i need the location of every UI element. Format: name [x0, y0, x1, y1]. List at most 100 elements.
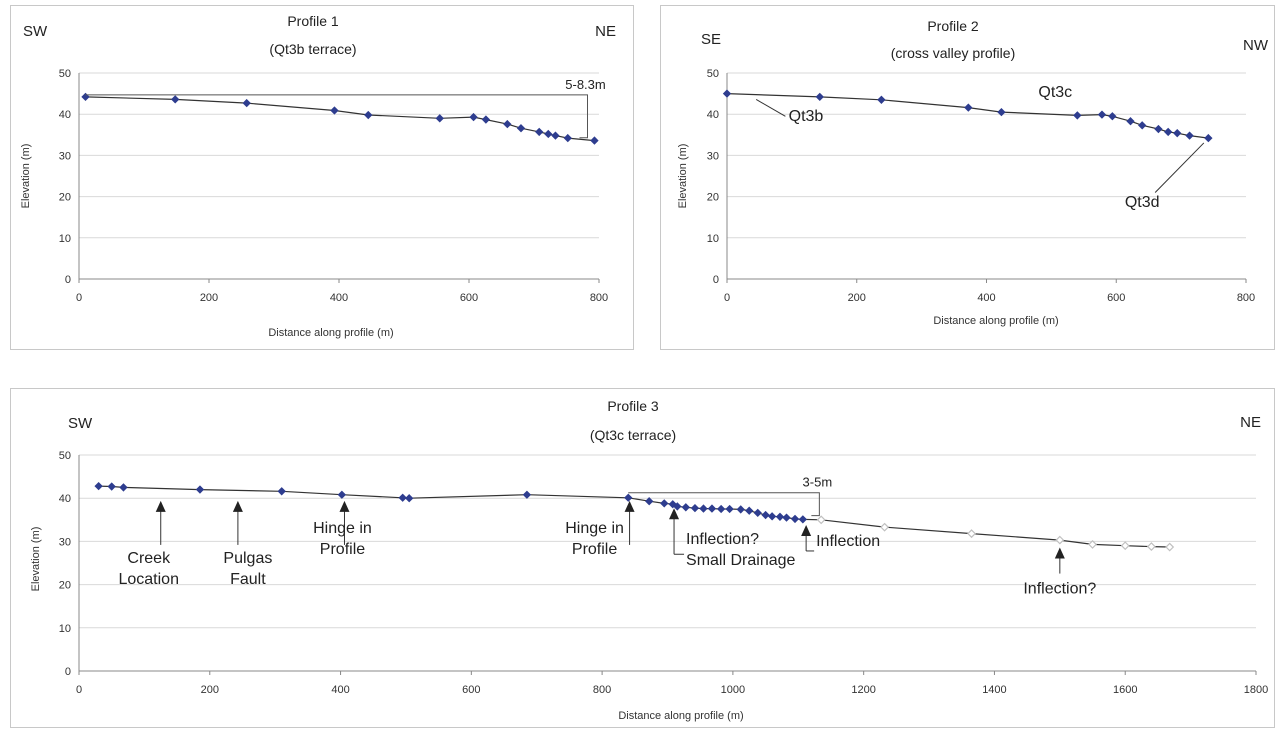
y-tick-label: 20	[59, 192, 71, 204]
data-point	[775, 512, 785, 521]
profile-line	[98, 485, 1170, 548]
y-tick-label: 20	[707, 192, 719, 204]
data-point	[119, 483, 128, 492]
data-point	[745, 506, 754, 515]
x-axis-label: Distance along profile (m)	[618, 710, 743, 722]
annotation-label: Qt3d	[1125, 194, 1160, 211]
annotation-label: Hinge in	[565, 520, 624, 537]
annotation-arrow-head	[339, 500, 350, 512]
data-point	[673, 502, 682, 511]
data-point	[707, 504, 717, 513]
x-tick-label: 400	[977, 292, 995, 304]
chart-subtitle: (Qt3c terrace)	[590, 427, 676, 443]
data-point	[242, 98, 251, 108]
y-tick-label: 30	[59, 536, 71, 548]
x-tick-label: 0	[76, 684, 82, 696]
chart-title: Profile 1	[287, 13, 339, 29]
data-point	[405, 494, 414, 503]
data-point	[1073, 111, 1082, 120]
annotation-label: Profile	[320, 541, 365, 558]
data-point	[1126, 117, 1135, 126]
x-tick-label: 1600	[1113, 684, 1137, 696]
x-tick-label: 0	[76, 292, 82, 304]
data-point	[1204, 133, 1213, 143]
data-point	[816, 515, 826, 525]
profile-3-panel: 0 10 20 30 40 50 0 200 400 600 800 1000 1200 1400 1600…	[10, 388, 1275, 728]
data-point	[195, 485, 205, 494]
direction-left-label: SW	[68, 415, 93, 432]
bracket-label: 5-8.3m	[565, 77, 605, 92]
data-point	[1154, 124, 1163, 134]
data-point	[544, 129, 553, 139]
data-point	[798, 515, 808, 524]
data-point	[753, 508, 762, 518]
data-point	[522, 490, 532, 499]
data-point	[877, 95, 886, 104]
data-point	[398, 493, 407, 502]
chart-title: Profile 2	[927, 18, 979, 34]
y-tick-label: 30	[59, 150, 71, 162]
data-point	[681, 503, 690, 512]
x-tick-label: 600	[462, 684, 480, 696]
chart-subtitle: (Qt3b terrace)	[269, 41, 356, 57]
x-tick-label: 800	[590, 292, 608, 304]
data-point	[1146, 542, 1156, 552]
chart-subtitle: (cross valley profile)	[891, 45, 1015, 61]
data-point	[469, 112, 478, 122]
direction-left-label: SE	[701, 31, 721, 48]
data-point	[481, 115, 491, 124]
x-axis-label: Distance along profile (m)	[268, 327, 393, 339]
elevation-bracket	[628, 492, 820, 517]
data-point	[645, 497, 654, 506]
data-point	[337, 490, 347, 499]
annotation-arrow-head	[232, 500, 243, 512]
chart-title: Profile 3	[607, 398, 659, 414]
data-point	[880, 522, 890, 532]
data-point	[1165, 542, 1175, 552]
data-point	[81, 92, 90, 102]
annotation-label: Location	[118, 571, 179, 588]
direction-right-label: NE	[1240, 414, 1261, 431]
y-tick-label: 40	[59, 493, 71, 505]
y-tick-label: 50	[707, 68, 719, 80]
data-point	[964, 103, 973, 112]
data-point	[551, 131, 560, 140]
x-tick-label: 1800	[1244, 684, 1268, 696]
y-tick-label: 0	[65, 274, 71, 286]
data-point	[690, 503, 700, 513]
data-point	[716, 504, 726, 514]
data-point	[1138, 121, 1147, 130]
profile-line	[85, 96, 595, 142]
y-tick-label: 50	[59, 450, 71, 462]
annotation-label: Qt3c	[1038, 84, 1072, 101]
data-point	[1108, 112, 1117, 121]
y-tick-label: 10	[707, 233, 719, 245]
data-point	[1120, 541, 1130, 551]
elevation-bracket	[85, 94, 588, 139]
annotation-label: Fault	[230, 571, 266, 588]
annotation-label: Inflection?	[686, 531, 759, 548]
data-point	[277, 487, 286, 496]
annotation-arrow-head	[624, 500, 635, 512]
data-point	[767, 512, 777, 521]
x-tick-label: 1000	[721, 684, 745, 696]
bracket-label: 3-5m	[803, 475, 833, 490]
data-point	[790, 514, 800, 524]
data-point	[330, 106, 339, 115]
profile-1-chart: 0 10 20 30 40 50 0 200 400 600 800 Profile 1 (Qt3b t…	[20, 13, 616, 339]
data-point	[364, 110, 373, 120]
y-tick-label: 50	[59, 68, 71, 80]
data-point	[94, 481, 103, 491]
data-point	[590, 136, 599, 145]
annotation-arrow-head	[155, 500, 166, 512]
direction-right-label: NE	[595, 23, 616, 40]
y-tick-label: 40	[707, 109, 719, 121]
direction-left-label: SW	[23, 23, 48, 40]
data-point	[171, 95, 180, 104]
profile-3-chart: 0 10 20 30 40 50 0 200 400 600 800 1000 1200 1400 1600…	[30, 398, 1268, 722]
annotation-leader	[755, 99, 786, 117]
y-tick-label: 0	[713, 274, 719, 286]
data-point	[1163, 127, 1173, 137]
data-point	[1185, 131, 1194, 140]
x-tick-label: 0	[724, 292, 730, 304]
